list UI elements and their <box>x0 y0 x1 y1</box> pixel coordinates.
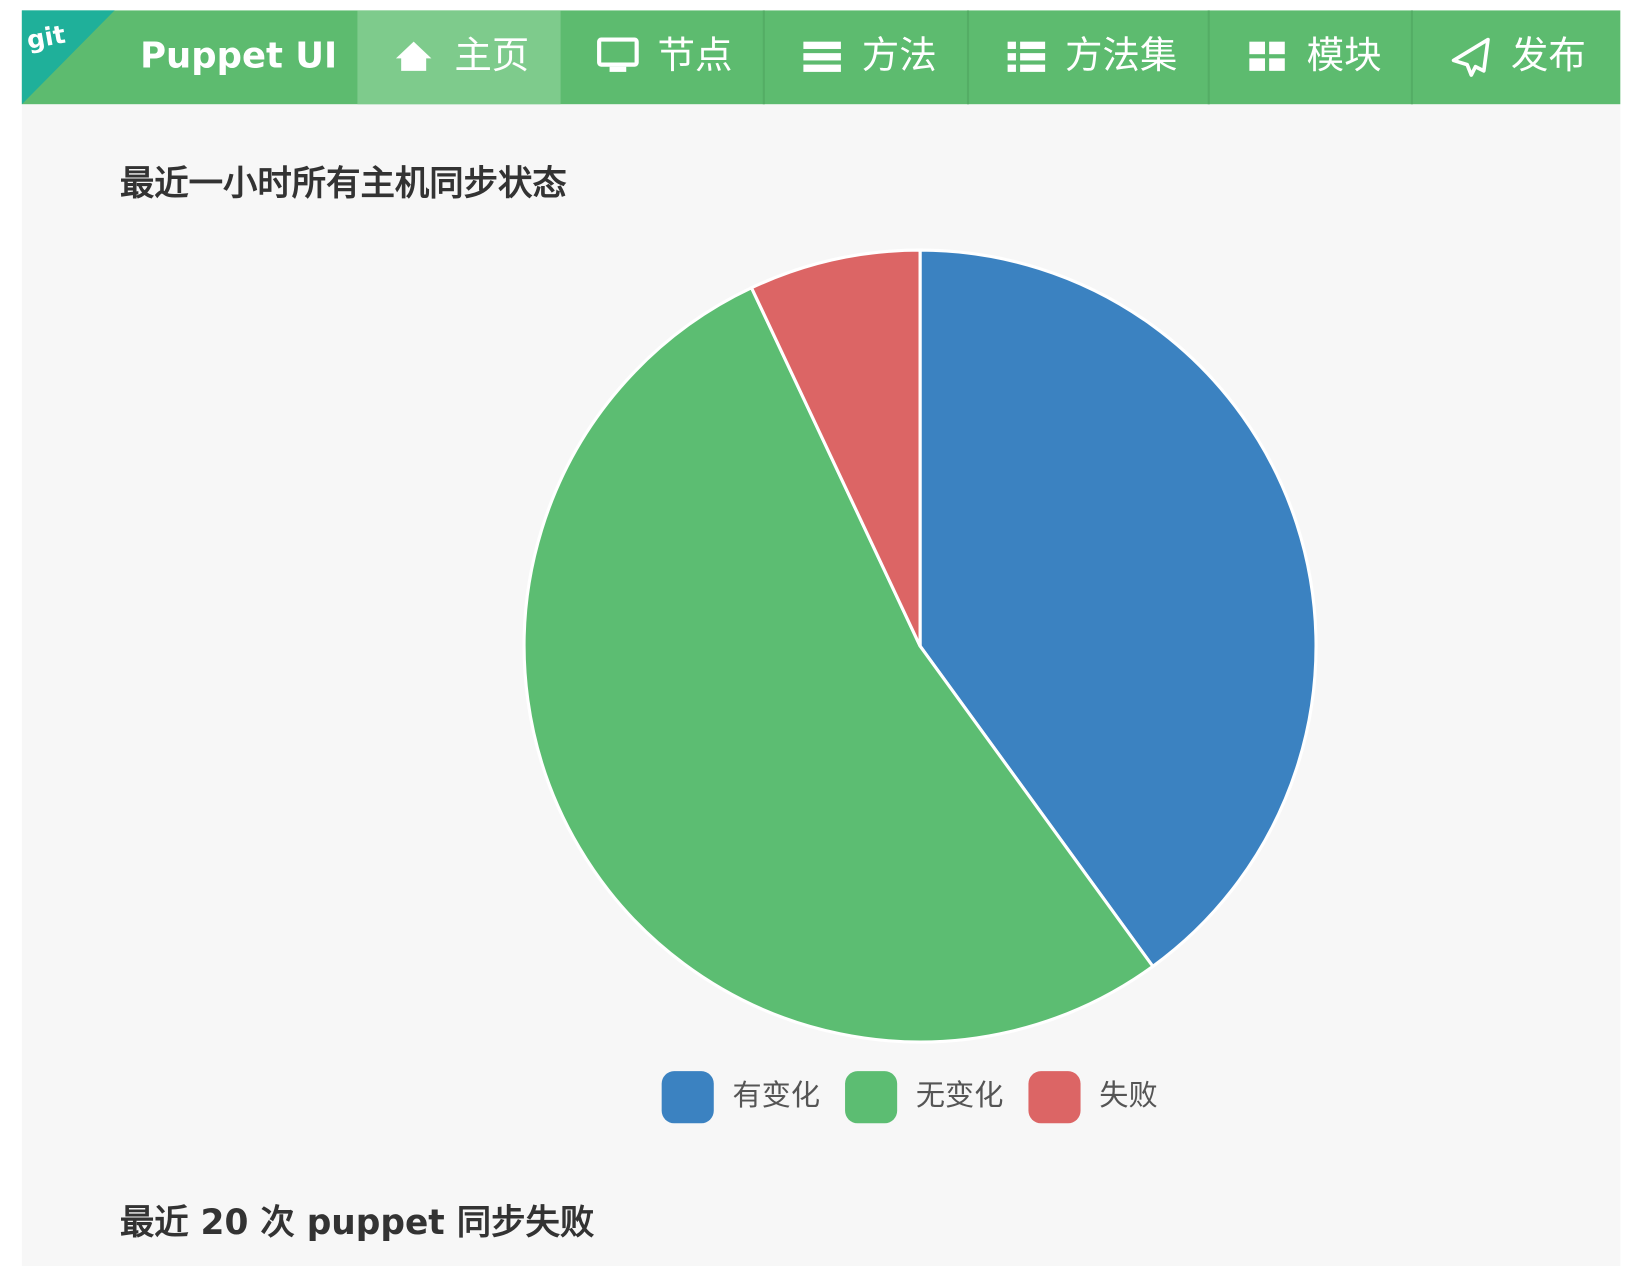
legend-swatch <box>1028 1071 1081 1124</box>
nav-separators <box>762 10 1413 105</box>
pie-slice <box>522 285 1156 1044</box>
active-tab <box>357 10 561 105</box>
pie-chart: 有变化 无变化 失败 <box>522 248 1318 1124</box>
nav-item[interactable]: 发布 <box>1511 33 1586 77</box>
nav-item[interactable]: 方法 <box>862 33 937 77</box>
legend-label: 失败 <box>1099 1078 1157 1112</box>
monitor-stand <box>609 66 627 72</box>
nav-item[interactable]: 主页 <box>454 33 529 77</box>
send-icon <box>1451 37 1490 77</box>
list-icon-bar <box>803 41 841 49</box>
home-icon <box>395 41 432 71</box>
list-icon-bullet <box>1007 53 1016 61</box>
git-logo: git <box>25 20 68 55</box>
pie-slice <box>749 248 922 647</box>
brand[interactable]: Puppet UI <box>140 35 337 76</box>
list-icon-bar <box>1020 53 1046 61</box>
legend-swatch <box>845 1071 898 1124</box>
git-corner <box>21 10 115 105</box>
list-icon-bullet <box>1007 64 1016 72</box>
section-title: 最近 20 次 puppet 同步失败 <box>120 1203 595 1243</box>
nav-item[interactable]: 模块 <box>1307 33 1382 77</box>
monitor-icon <box>597 37 639 67</box>
list-icon-bar <box>803 64 841 72</box>
pie-slice <box>918 248 1318 969</box>
list-icon-bar <box>1020 41 1046 49</box>
nav-item[interactable]: 方法集 <box>1065 33 1178 77</box>
viewport: git Puppet UI 主页 节点 方法 方法集 模块 发布 最近一小时所有… <box>21 10 1621 1266</box>
list-icon-bar <box>1020 64 1046 72</box>
grid-icon-cell <box>1269 41 1285 55</box>
legend-label: 无变化 <box>916 1078 1003 1112</box>
nav-item[interactable]: 节点 <box>658 33 733 77</box>
grid-icon-cell <box>1249 41 1265 55</box>
grid-icon-cell <box>1269 58 1285 71</box>
grid-icon-cell <box>1249 58 1265 71</box>
nav-icons <box>395 37 1490 77</box>
list-icon-bar <box>803 53 841 61</box>
list-icon-bullet <box>1007 41 1016 49</box>
legend-label: 有变化 <box>733 1078 820 1112</box>
section-title: 最近一小时所有主机同步状态 <box>120 164 567 204</box>
legend-swatch <box>661 1071 714 1124</box>
